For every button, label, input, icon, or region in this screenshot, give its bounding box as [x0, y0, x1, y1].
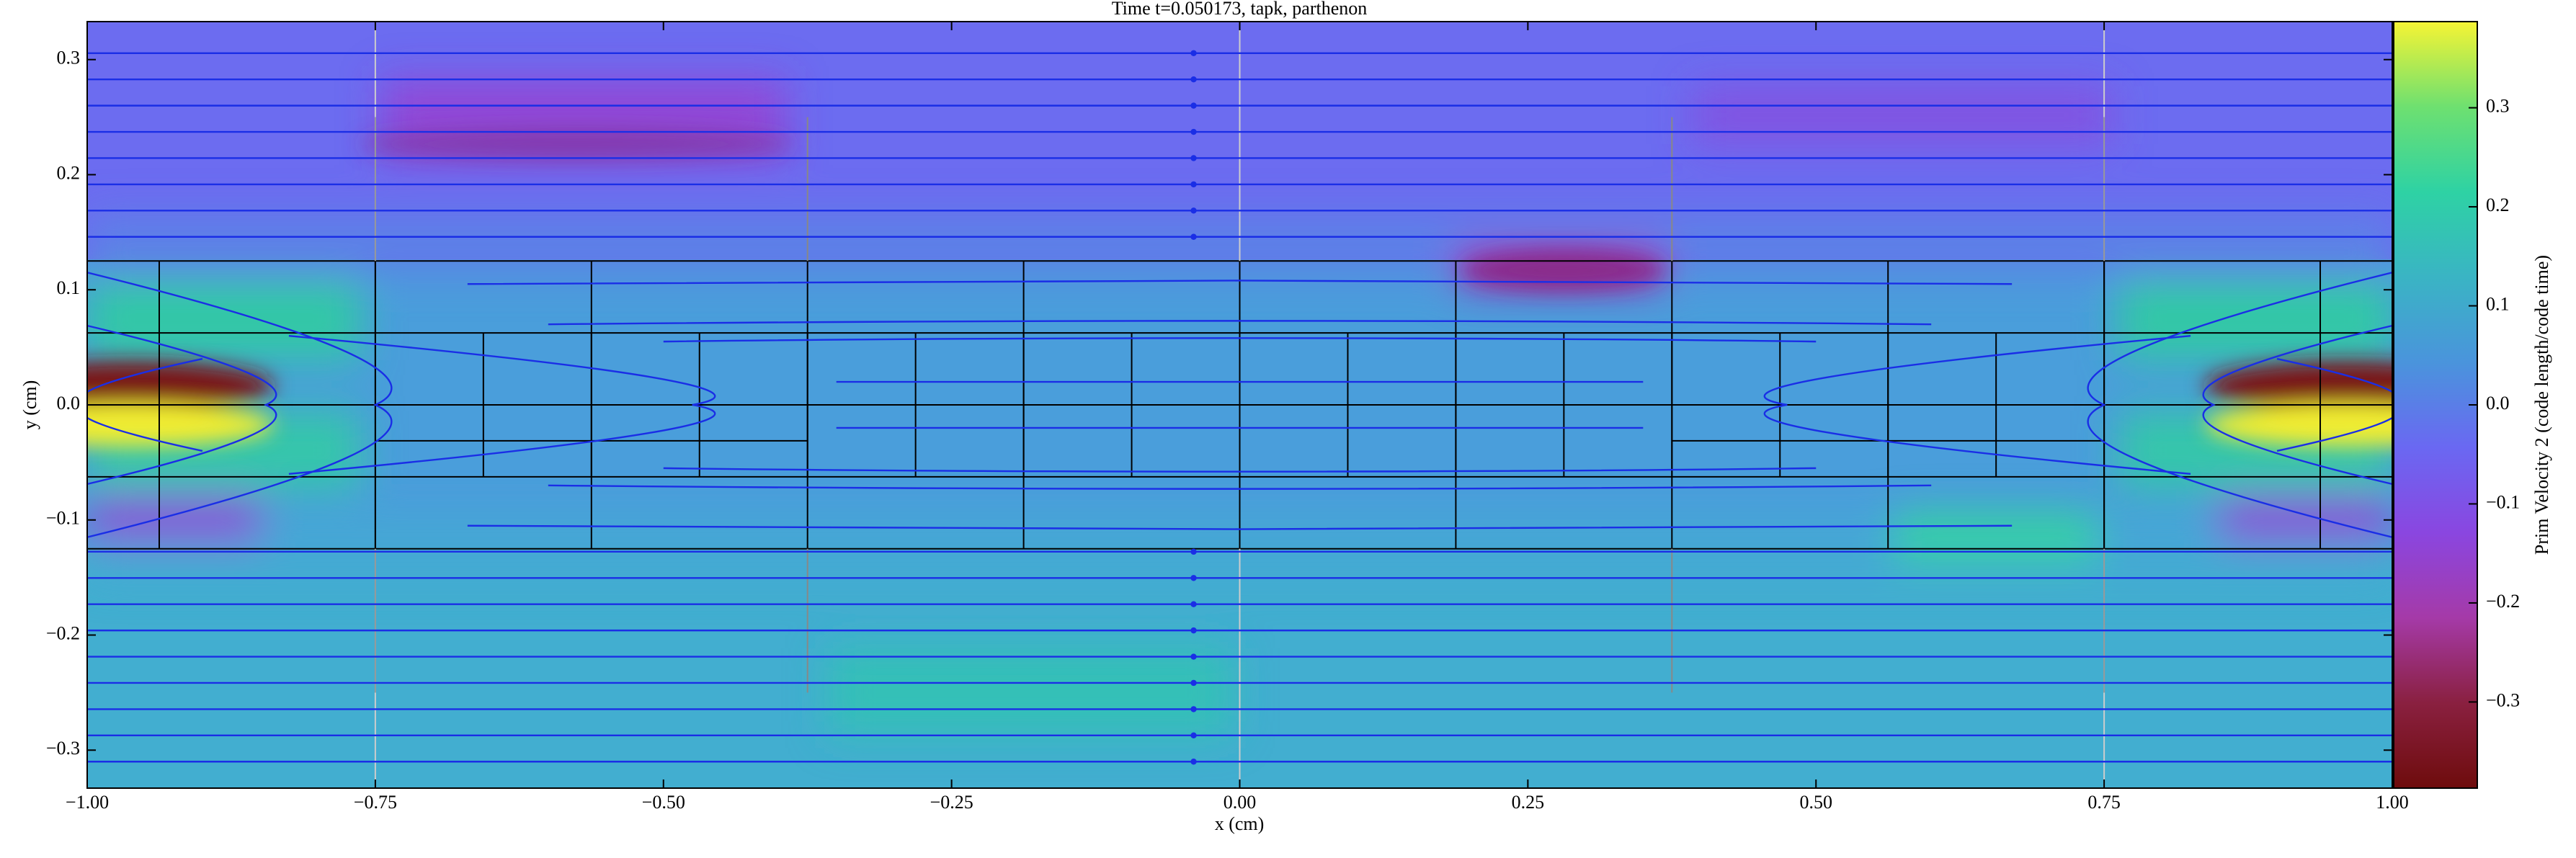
x-tick-label: 0.75 — [2087, 792, 2121, 813]
streamline — [1763, 334, 2191, 475]
x-tick-label: 0.25 — [1512, 792, 1545, 813]
streamline — [2202, 324, 2392, 486]
field — [87, 22, 2392, 788]
colorbar-tick-label: −0.3 — [2486, 689, 2520, 710]
stream-arrow — [1190, 627, 1197, 634]
streamline — [2276, 357, 2392, 452]
stream-arrow — [1190, 759, 1197, 765]
stream-arrow — [1190, 76, 1197, 83]
y-tick-label: 0.2 — [57, 162, 81, 183]
stream-arrow — [1190, 207, 1197, 214]
stream-arrow — [1190, 548, 1197, 555]
colorbar-tick-label: 0.3 — [2486, 96, 2510, 117]
x-axis-label: x (cm) — [1215, 813, 1265, 834]
y-axis-label: y (cm) — [19, 380, 40, 430]
stream-arrow — [1190, 50, 1197, 56]
colorbar-tick-label: −0.1 — [2486, 491, 2520, 512]
stream-arrow — [1190, 732, 1197, 739]
colorbar-label: Prim Velocity 2 (code length/code time) — [2531, 255, 2552, 555]
x-tick-label: 0.00 — [1224, 792, 1257, 813]
streamline — [2087, 272, 2392, 538]
stream-arrow — [1190, 128, 1197, 135]
x-tick-label: 1.00 — [2376, 792, 2409, 813]
streamline — [87, 357, 203, 452]
streamline — [663, 337, 1817, 343]
stream-arrow — [1190, 653, 1197, 660]
y-tick-label: 0.0 — [57, 393, 81, 414]
colorbar-tick-label: 0.1 — [2486, 294, 2510, 315]
stream-arrow — [1190, 155, 1197, 161]
y-tick-label: −0.1 — [46, 508, 80, 529]
x-tick-label: −0.50 — [642, 792, 685, 813]
stream-arrow — [1190, 679, 1197, 687]
y-tick-label: −0.3 — [46, 738, 80, 759]
streamline — [467, 524, 2013, 530]
y-tick-label: 0.1 — [57, 277, 81, 298]
chart-title: Time t=0.050173, tapk, parthenon — [1112, 0, 1368, 19]
streamline — [548, 484, 1932, 490]
x-tick-label: −1.00 — [66, 792, 109, 813]
streamline — [288, 334, 716, 475]
colorbar-tick-label: 0.2 — [2486, 195, 2510, 215]
colorbar-tick-label: −0.2 — [2486, 591, 2520, 612]
streamline — [663, 467, 1817, 473]
stream-arrow — [1190, 102, 1197, 109]
streamline — [87, 324, 277, 486]
stream-arrow — [1190, 181, 1197, 188]
stream-arrow — [1190, 706, 1197, 712]
colorbar — [2394, 22, 2477, 788]
streamline — [467, 280, 2013, 285]
stream-arrow — [1190, 601, 1197, 607]
x-tick-label: −0.25 — [930, 792, 973, 813]
streamline — [87, 272, 393, 538]
x-tick-label: 0.50 — [1800, 792, 1833, 813]
colorbar-tick-label: 0.0 — [2486, 393, 2510, 414]
x-tick-label: −0.75 — [354, 792, 397, 813]
streamline — [548, 320, 1932, 326]
stream-arrow — [1190, 575, 1197, 581]
stream-arrow — [1190, 233, 1197, 240]
y-tick-label: −0.2 — [46, 622, 80, 643]
y-tick-label: 0.3 — [57, 48, 81, 68]
